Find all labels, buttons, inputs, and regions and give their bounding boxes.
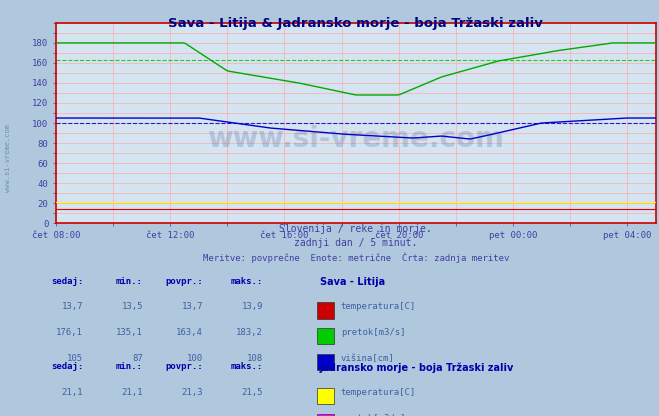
Text: Sava - Litija: Sava - Litija [320, 277, 385, 287]
Text: -nan: -nan [121, 414, 143, 416]
Text: 21,1: 21,1 [61, 388, 83, 397]
Text: www.si-vreme.com: www.si-vreme.com [208, 125, 504, 153]
Text: 13,7: 13,7 [61, 302, 83, 311]
Text: 87: 87 [132, 354, 143, 363]
Text: sedaj:: sedaj: [51, 362, 83, 371]
Text: 13,7: 13,7 [181, 302, 203, 311]
Text: 21,5: 21,5 [241, 388, 263, 397]
Text: pretok[m3/s]: pretok[m3/s] [341, 328, 405, 337]
Text: 108: 108 [246, 354, 263, 363]
Text: 21,1: 21,1 [121, 388, 143, 397]
FancyBboxPatch shape [317, 354, 333, 370]
FancyBboxPatch shape [317, 388, 333, 404]
Text: višina[cm]: višina[cm] [341, 354, 395, 363]
Text: 21,3: 21,3 [181, 388, 203, 397]
Text: min.:: min.: [116, 362, 143, 371]
Text: povpr.:: povpr.: [165, 362, 203, 371]
Text: 100: 100 [186, 354, 203, 363]
Text: -nan: -nan [181, 414, 203, 416]
Text: 13,9: 13,9 [241, 302, 263, 311]
Text: -nan: -nan [61, 414, 83, 416]
Text: maks.:: maks.: [231, 362, 263, 371]
Text: sedaj:: sedaj: [51, 277, 83, 285]
Text: -nan: -nan [241, 414, 263, 416]
FancyBboxPatch shape [317, 302, 333, 319]
Text: Jadransko morje - boja Tržaski zaliv: Jadransko morje - boja Tržaski zaliv [320, 362, 514, 373]
Text: www.si-vreme.com: www.si-vreme.com [5, 124, 11, 192]
Text: 135,1: 135,1 [116, 328, 143, 337]
Text: zadnji dan / 5 minut.: zadnji dan / 5 minut. [294, 238, 418, 248]
Text: maks.:: maks.: [231, 277, 263, 285]
FancyBboxPatch shape [317, 328, 333, 344]
Text: 13,5: 13,5 [121, 302, 143, 311]
Text: povpr.:: povpr.: [165, 277, 203, 285]
Text: temperatura[C]: temperatura[C] [341, 388, 416, 397]
Text: Sava - Litija & Jadransko morje - boja Tržaski zaliv: Sava - Litija & Jadransko morje - boja T… [169, 17, 543, 30]
Text: pretok[m3/s]: pretok[m3/s] [341, 414, 405, 416]
Text: Meritve: povprečne  Enote: metrične  Črta: zadnja meritev: Meritve: povprečne Enote: metrične Črta:… [203, 253, 509, 263]
Text: min.:: min.: [116, 277, 143, 285]
FancyBboxPatch shape [317, 414, 333, 416]
Text: Slovenija / reke in morje.: Slovenija / reke in morje. [279, 224, 432, 234]
Text: 183,2: 183,2 [236, 328, 263, 337]
Text: 176,1: 176,1 [56, 328, 83, 337]
Text: 105: 105 [67, 354, 83, 363]
Text: temperatura[C]: temperatura[C] [341, 302, 416, 311]
Text: 163,4: 163,4 [176, 328, 203, 337]
